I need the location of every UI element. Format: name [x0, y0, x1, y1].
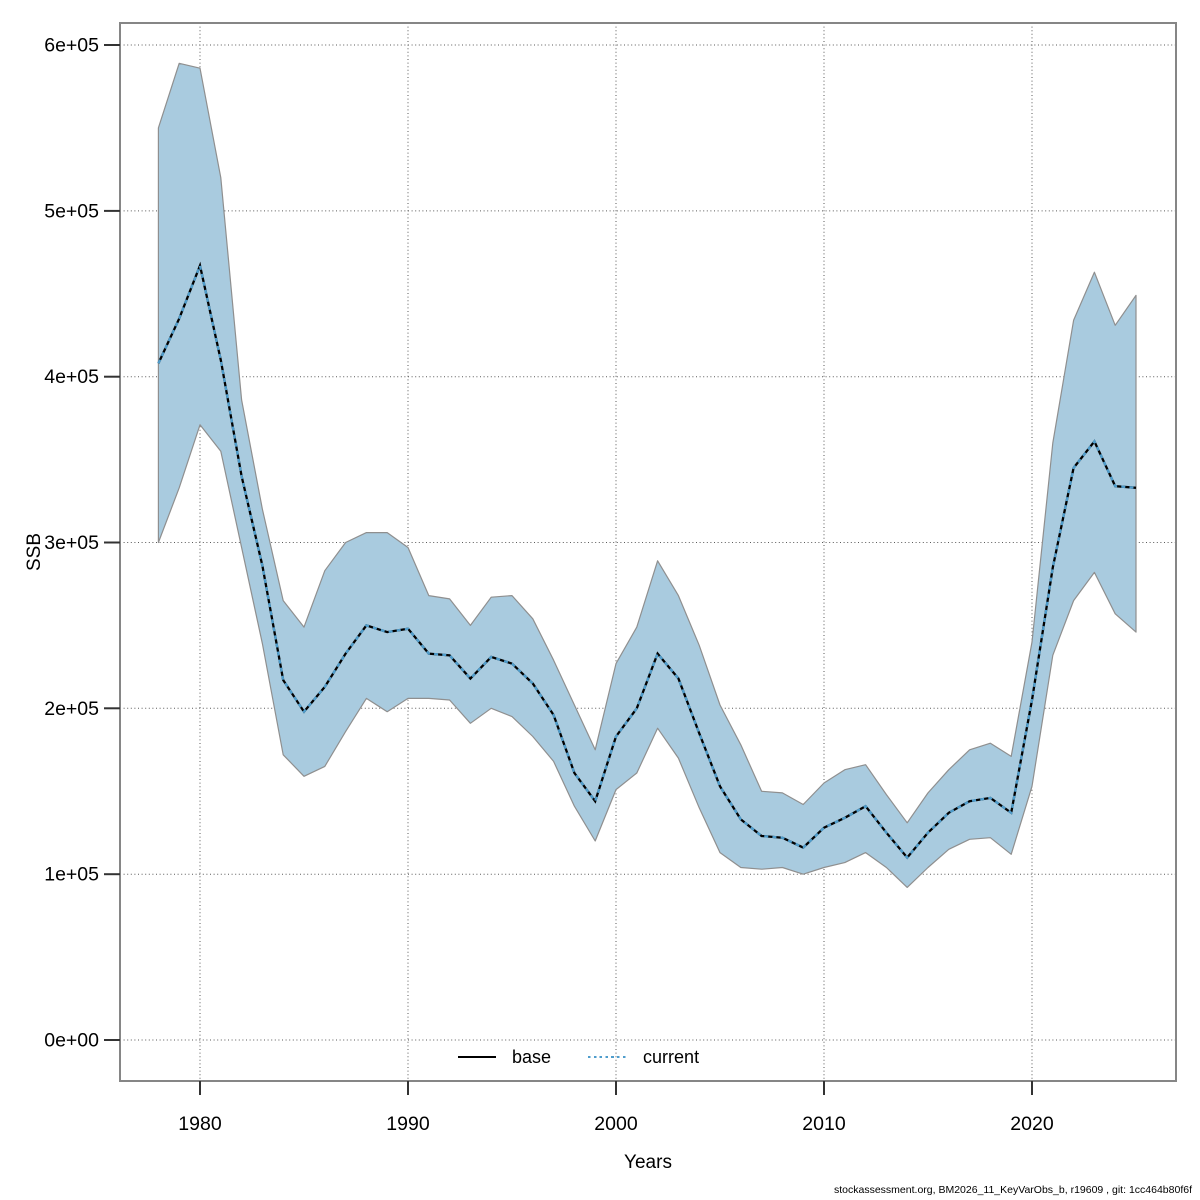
x-tick-label: 1990 [386, 1113, 430, 1135]
legend: base current [458, 1045, 699, 1069]
y-axis-label: SSB [24, 532, 45, 572]
legend-base-label: base [512, 1047, 552, 1067]
footer-citation: stockassessment.org, BM2026_11_KeyVarObs… [834, 1184, 1192, 1196]
y-tick-label: 4e+05 [44, 366, 99, 388]
x-axis-label: Years [624, 1152, 672, 1173]
legend-current-line-icon [588, 1055, 629, 1059]
y-tick-label: 3e+05 [44, 532, 99, 554]
y-tick-label: 0e+00 [44, 1030, 99, 1052]
y-tick-label: 5e+05 [44, 200, 99, 222]
x-tick-label: 2010 [802, 1113, 846, 1135]
legend-base-line-icon [458, 1055, 496, 1059]
y-tick-label: 2e+05 [44, 698, 99, 720]
plot-border [119, 22, 1177, 1082]
y-tick-label: 1e+05 [44, 864, 99, 886]
x-tick-label: 2020 [1010, 1113, 1054, 1135]
legend-current-label: current [643, 1047, 700, 1067]
current-line [157, 261, 1137, 860]
x-tick-label: 2000 [594, 1113, 638, 1135]
x-tick-label: 1980 [178, 1113, 222, 1135]
confidence-band [157, 62, 1137, 889]
y-tick-label: 6e+05 [44, 35, 99, 57]
